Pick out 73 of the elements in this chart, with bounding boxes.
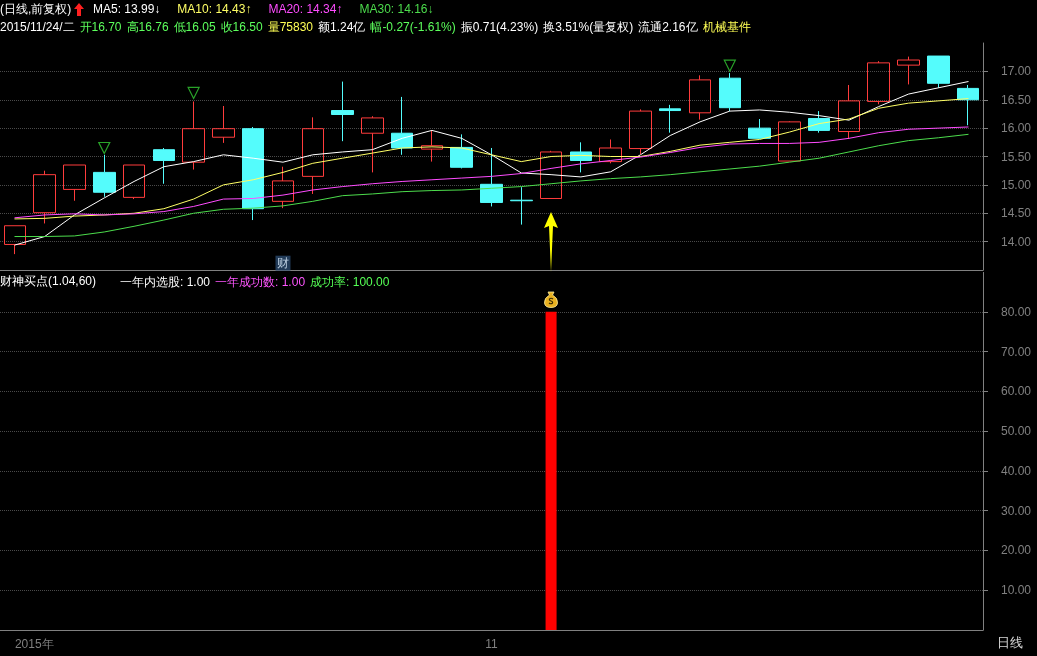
candlestick	[540, 150, 562, 199]
candlestick	[182, 100, 205, 171]
point	[723, 59, 736, 72]
candlestick	[212, 105, 235, 144]
line-series	[14, 98, 969, 220]
candlestick	[153, 147, 175, 185]
candlestick	[838, 84, 860, 140]
candlestick	[242, 126, 264, 221]
text: 额1.24亿	[318, 20, 366, 34]
candlestick	[689, 74, 711, 121]
candlestick	[719, 72, 741, 112]
text: MA30: 14.16↓	[359, 2, 434, 16]
candlestick	[629, 108, 652, 155]
text: 换3.51%(量复权)	[543, 20, 634, 34]
y-tick-label: 16.00	[1001, 121, 1032, 136]
text: 机械基件	[702, 20, 751, 34]
chart-title: (日线,前复权)	[0, 2, 72, 16]
text: 量75830	[267, 20, 314, 34]
text: 收16.50	[220, 20, 263, 34]
x-tick-label: 2015年	[14, 637, 54, 651]
y-tick-label: 70.00	[1001, 344, 1032, 359]
candlestick	[659, 104, 681, 134]
candlestick	[421, 129, 443, 163]
data-label: 财	[276, 256, 289, 271]
candlestick	[957, 84, 979, 126]
y-tick-label: 15.50	[1001, 149, 1032, 164]
text: 振0.71(4.23%)	[460, 20, 539, 34]
y-tick-label: 80.00	[1001, 304, 1032, 319]
candlestick	[33, 170, 56, 224]
candlestick	[450, 133, 473, 169]
text: 低16.05	[173, 20, 216, 34]
candlestick	[331, 81, 354, 142]
y-tick-label: 40.00	[1001, 463, 1032, 478]
y-tick-label: 14.50	[1001, 206, 1032, 221]
y-tick-label: 60.00	[1001, 384, 1032, 399]
text: 开16.70	[79, 20, 122, 34]
candlestick	[480, 147, 503, 207]
line-series	[14, 126, 969, 219]
text: 高16.76	[126, 20, 169, 34]
line-series	[14, 81, 969, 246]
text: MA5: 13.99↓	[93, 2, 161, 16]
candlestick	[927, 55, 950, 89]
candlestick	[570, 141, 592, 173]
candlestick	[4, 225, 26, 255]
candlestick	[510, 186, 533, 226]
y-tick-label: 50.00	[1001, 424, 1032, 439]
text: 2015/11/24/二	[0, 20, 75, 34]
text: 流通2.16亿	[638, 20, 698, 34]
y-tick-label: 30.00	[1001, 503, 1032, 518]
annotation: 成功率: 100.00	[310, 275, 390, 289]
text: 幅-0.27(-1.61%)	[370, 20, 456, 34]
y-tick-label: 20.00	[1001, 543, 1032, 558]
x-axis-title: 日线	[997, 635, 1023, 650]
y-tick-label: 17.00	[1001, 64, 1032, 79]
candlestick	[302, 116, 324, 195]
candlestick	[361, 115, 384, 173]
chart-title: 财神买点(1.04,60)	[0, 274, 97, 288]
point	[98, 141, 111, 155]
candlestick	[748, 118, 771, 140]
text: MA20: 14.34↑	[268, 2, 343, 16]
y-tick-label: 14.00	[1001, 234, 1032, 249]
candlestick	[272, 166, 294, 209]
point	[187, 86, 200, 100]
annotation: 一年内选股: 1.00	[120, 275, 211, 289]
candlestick	[93, 154, 116, 198]
y-tick-label: 15.00	[1001, 177, 1032, 192]
line-series	[14, 133, 969, 238]
candlestick	[867, 60, 890, 105]
annotation: 一年成功数: 1.00	[215, 275, 306, 289]
y-tick-label: 10.00	[1001, 583, 1032, 598]
text: MA10: 14.43↑	[177, 2, 252, 16]
y-tick-label: 16.50	[1001, 92, 1032, 107]
x-tick-label: 11	[485, 637, 499, 651]
